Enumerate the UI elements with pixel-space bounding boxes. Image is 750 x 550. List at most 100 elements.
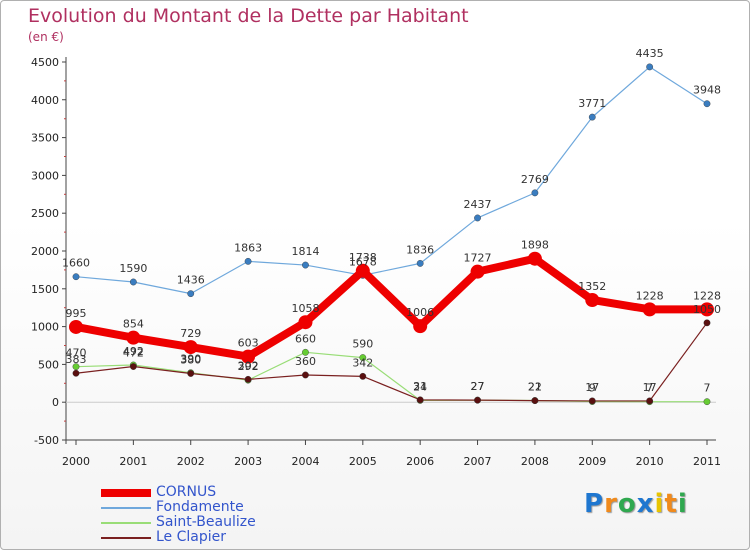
legend-label: Le Clapier [156,529,227,545]
y-tick-label: 2000 [31,245,59,258]
data-point [302,371,309,379]
x-tick-label: 2008 [521,455,549,468]
line-chart: -500 0 500 1000 1500 2000 2500 3000 3500 4000 4500… [31,47,721,468]
data-label: 854 [123,318,144,331]
data-point [187,370,195,377]
data-label: 1814 [291,245,319,258]
legend-swatch [101,489,151,497]
data-point [474,214,481,222]
data-label: 342 [352,356,373,369]
data-point [703,398,711,406]
y-tick-label: 0 [52,396,59,409]
data-label: 1863 [234,241,262,254]
data-label: 360 [295,355,316,368]
data-point [588,113,596,121]
y-tick-label: 2500 [31,207,59,220]
y-tick-label: 500 [38,358,59,371]
data-label: 729 [180,327,201,340]
data-label: 27 [471,380,485,393]
data-label: 660 [295,332,316,345]
data-point [474,396,481,404]
data-label: 1727 [464,252,492,265]
x-tick-label: 2003 [234,455,262,468]
data-point [703,100,711,108]
data-label: 1678 [349,255,377,268]
y-tick-label: 1500 [31,283,59,296]
data-label: 1228 [693,289,721,302]
data-point [244,375,252,383]
data-label: 380 [180,353,201,366]
y-tick-label: 1000 [31,321,59,334]
data-label: 390 [180,353,201,366]
data-label: 1228 [636,289,664,302]
data-point [129,363,137,370]
data-label: 3771 [578,97,606,110]
logo-letter: o [617,489,637,519]
data-point [531,397,539,405]
legend-swatch [101,507,151,509]
data-point [72,369,80,377]
data-label: 4435 [636,47,664,60]
series-line-saint-beaulize [75,351,708,403]
data-point [183,340,198,355]
x-tick-label: 2004 [291,455,319,468]
logo-letter: P [584,489,605,519]
x-tick-label: 2009 [578,455,606,468]
legend-item: Le Clapier [101,530,361,545]
x-tick-label: 2001 [119,455,147,468]
data-point [69,319,83,334]
legend-swatch [101,537,151,539]
legend-swatch [101,522,151,524]
x-tick-label: 2000 [62,455,90,468]
x-tick-label: 2005 [349,455,377,468]
data-label: 1352 [578,280,606,293]
data-point [302,261,309,269]
y-tick-label: 3500 [31,132,59,145]
data-label: 1836 [406,243,434,256]
x-tick-label: 2011 [693,455,721,468]
data-label: 292 [238,360,259,373]
data-point [359,354,367,361]
data-point [129,278,137,286]
data-label: 603 [238,337,259,350]
data-label: 1058 [291,302,319,315]
data-label: 1006 [406,306,434,319]
x-tick-label: 2006 [406,455,434,468]
data-point [416,259,424,267]
data-point [470,264,485,279]
legend-item: Fondamente [101,500,361,515]
data-point [126,330,141,345]
y-tick-label: -500 [34,434,59,447]
data-label: 302 [238,359,259,372]
data-point [703,319,711,327]
y-tick-label: 4500 [31,56,59,69]
data-label: 27 [471,380,485,393]
legend-label: Saint-Beaulize [156,514,256,530]
data-label: 31 [413,380,427,393]
data-label: 17 [585,381,599,394]
data-label: 3948 [693,84,721,97]
data-label: 21 [528,381,542,394]
data-label: 995 [66,307,87,320]
data-label: 9 [589,382,596,395]
data-label: 383 [66,353,87,366]
data-point [531,189,539,197]
data-label: 2437 [464,198,492,211]
data-label: 1590 [119,262,147,275]
y-tick-label: 4000 [31,94,59,107]
logo-letter: i [677,489,688,519]
data-point [642,302,657,317]
legend-item: Saint-Beaulize [101,515,361,530]
data-label: 590 [352,338,373,351]
data-label: 1660 [62,257,90,270]
logo-letter: i [654,489,665,519]
data-label: 470 [66,347,87,360]
data-label: 1738 [349,251,377,264]
data-label: 1050 [693,303,721,316]
data-point [244,257,252,265]
series-line-le clapier [75,322,708,402]
x-tick-label: 2007 [464,455,492,468]
series-line-cornus [72,254,711,361]
data-label: 1436 [177,274,205,287]
